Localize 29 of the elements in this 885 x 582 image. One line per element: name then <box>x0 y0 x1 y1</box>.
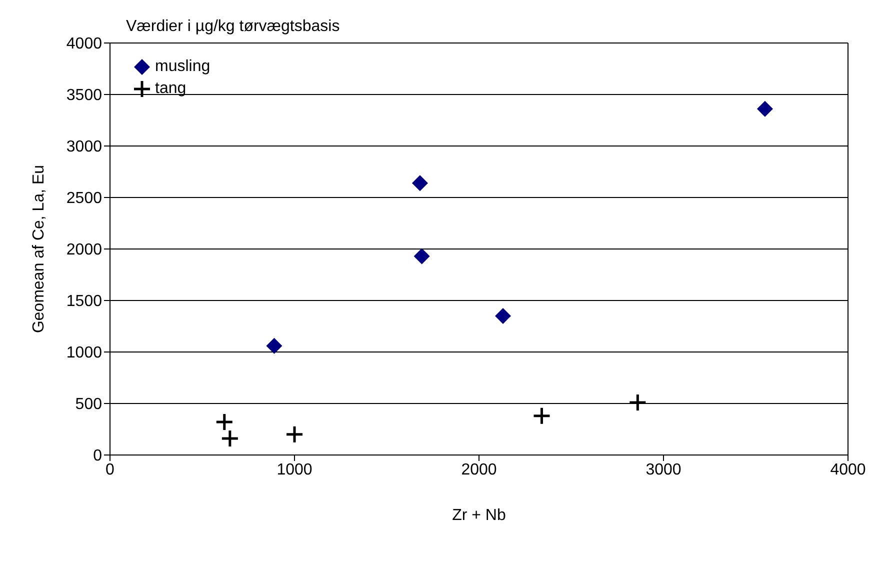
legend-label: musling <box>155 57 210 77</box>
chart-title: Værdier i µg/kg tørvægtsbasis <box>126 18 340 36</box>
y-tick-label: 2500 <box>66 190 102 208</box>
point <box>756 100 773 117</box>
y-tick-label: 3500 <box>66 87 102 104</box>
legend-label: tang <box>155 79 186 99</box>
point <box>220 429 240 448</box>
point <box>266 338 282 354</box>
point <box>285 425 304 444</box>
x-axis-title: Zr + Nb <box>452 507 506 524</box>
point <box>215 412 234 432</box>
y-tick-label: 1000 <box>66 344 102 362</box>
point <box>414 248 430 264</box>
y-tick-label: 1500 <box>66 293 102 310</box>
y-axis-title: Geomean af Ce, La, Eu <box>30 164 48 334</box>
x-tick-label: 2000 <box>461 461 497 478</box>
point <box>412 175 428 192</box>
y-tick-label: 2000 <box>66 242 102 259</box>
point <box>532 406 551 426</box>
point <box>494 308 511 324</box>
y-tick-label: 3000 <box>66 138 102 156</box>
y-tick-label: 0 <box>93 448 102 465</box>
x-tick-label: 4000 <box>830 461 866 478</box>
y-tick-label: 4000 <box>66 36 102 53</box>
y-tick-label: 500 <box>75 396 102 414</box>
point <box>628 393 647 412</box>
x-tick-label: 1000 <box>276 461 312 478</box>
x-tick-label: 3000 <box>646 461 682 478</box>
x-tick-label: 0 <box>106 461 115 478</box>
